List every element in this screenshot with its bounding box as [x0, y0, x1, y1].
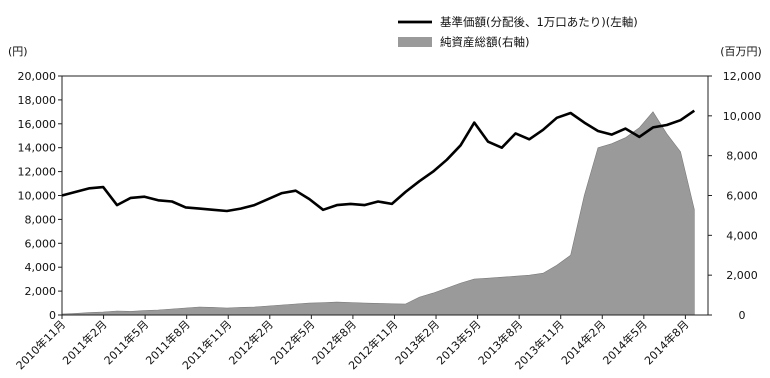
legend-net-assets-label: 純資産総額(右軸): [440, 35, 529, 49]
left-tick-label: 4,000: [25, 261, 57, 274]
left-tick-label: 2,000: [25, 285, 57, 298]
right-tick-label: 10,000: [723, 110, 762, 123]
legend: 基準価額(分配後、1万口あたり)(左軸) 純資産総額(右軸): [398, 15, 638, 49]
legend-nav-label: 基準価額(分配後、1万口あたり)(左軸): [440, 15, 638, 29]
left-tick-label: 8,000: [25, 213, 57, 226]
left-axis: 0 2,000 4,000 6,000 8,000 10,000 12,000 14,000 1…: [8, 45, 62, 322]
right-tick-label: 2,000: [726, 269, 758, 282]
left-tick-label: 6,000: [25, 237, 57, 250]
left-tick-label: 0: [49, 309, 56, 322]
right-tick-label: 12,000: [723, 70, 762, 83]
net-assets-area-layer: [61, 111, 695, 316]
left-tick-label: 12,000: [18, 166, 57, 179]
left-tick-label: 16,000: [18, 118, 57, 131]
right-axis: 0 2,000 4,000 6,000 8,000 10,000 12,000 (百万円): [708, 45, 762, 322]
right-tick-label: 8,000: [726, 150, 758, 163]
right-axis-unit: (百万円): [720, 45, 762, 58]
right-tick-label: 4,000: [726, 229, 758, 242]
right-tick-label: 6,000: [726, 190, 758, 203]
x-tick-label: 2014年8月: [641, 317, 691, 367]
nav-line-layer: [61, 109, 696, 213]
nav-line: [61, 109, 696, 213]
left-tick-label: 14,000: [18, 142, 57, 155]
x-axis: 2010年11月2011年2月2011年5月2011年8月2011年11月201…: [13, 315, 692, 372]
net-assets-area: [61, 111, 695, 316]
left-tick-label: 20,000: [18, 70, 57, 83]
legend-area-swatch: [398, 37, 432, 47]
left-tick-label: 10,000: [18, 190, 57, 203]
left-tick-label: 18,000: [18, 94, 57, 107]
right-tick-label: 0: [739, 309, 746, 322]
x-tick-label: 2010年11月: [13, 317, 68, 372]
left-axis-unit: (円): [8, 45, 28, 58]
